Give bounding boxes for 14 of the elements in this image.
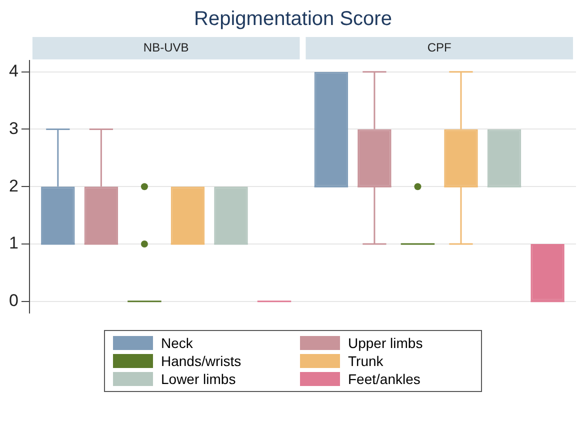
legend-label: Trunk bbox=[348, 353, 384, 369]
legend-label: Upper limbs bbox=[348, 335, 423, 351]
y-tick-label: 4 bbox=[8, 62, 18, 81]
legend-label: Hands/wrists bbox=[161, 353, 242, 369]
chart-title: Repigmentation Score bbox=[193, 8, 393, 32]
y-tick-label: 2 bbox=[8, 176, 18, 196]
y-tick-label: 0 bbox=[8, 291, 18, 310]
legend-label: Feet/ankles bbox=[348, 371, 420, 387]
x-tick-label: CPF bbox=[427, 40, 452, 55]
legend-label: Lower limbs bbox=[161, 371, 236, 387]
y-tick-label: 1 bbox=[8, 234, 18, 253]
x-tick-label: NB-UVB bbox=[143, 40, 189, 55]
legend-label: Neck bbox=[161, 335, 193, 351]
y-tick-label: 3 bbox=[8, 118, 18, 138]
